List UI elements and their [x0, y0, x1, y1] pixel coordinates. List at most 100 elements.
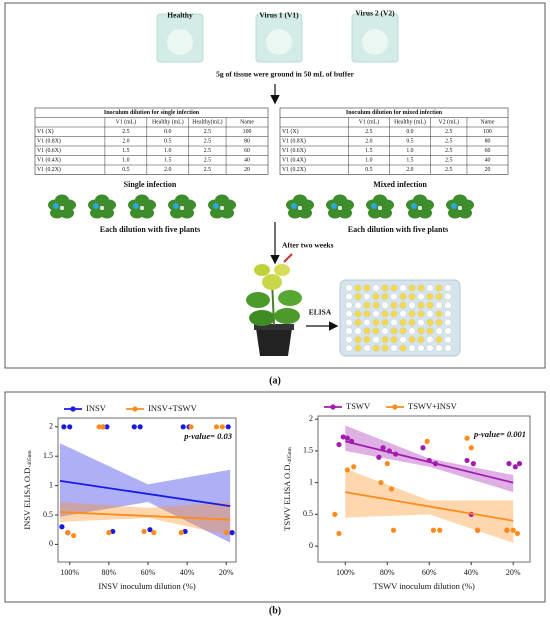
well — [426, 327, 434, 335]
data-point — [151, 530, 157, 536]
table-cell: 2.5 — [204, 148, 211, 154]
flower — [298, 206, 302, 210]
well — [426, 310, 434, 318]
table-cell: 100 — [483, 129, 492, 135]
pot — [256, 328, 292, 356]
data-point — [61, 424, 67, 430]
well — [354, 310, 362, 318]
table-cell: 20 — [485, 167, 491, 173]
well — [417, 284, 425, 292]
leaf — [274, 264, 290, 276]
well — [435, 344, 443, 352]
well — [417, 344, 425, 352]
y-tick-label: 1 — [49, 480, 53, 489]
well — [345, 344, 353, 352]
table-header: Healthy (mL) — [394, 119, 426, 126]
plant-leaf — [458, 207, 472, 219]
well — [354, 293, 362, 301]
potted-plant — [246, 253, 302, 356]
data-point — [213, 424, 220, 430]
p-value: p-value= 0.001 — [473, 429, 526, 439]
x-tick-label: 40% — [464, 568, 479, 577]
data-point — [141, 528, 147, 535]
pot-rim — [254, 324, 294, 330]
caption: Single infection — [124, 180, 177, 189]
table-cell: V1 (X) — [282, 128, 299, 135]
well — [372, 336, 380, 344]
y-axis-label-sub: 405nm — [27, 450, 33, 466]
well — [444, 310, 452, 318]
well — [444, 327, 452, 335]
table-cell: V1 (0.2X) — [37, 166, 61, 173]
data-point — [426, 457, 432, 464]
y-axis-label-main: INSV ELISA O.D. — [22, 466, 32, 530]
table-cell: 1.5 — [122, 148, 129, 154]
well — [372, 284, 380, 292]
well — [363, 344, 371, 352]
well — [444, 336, 452, 344]
well — [435, 301, 443, 309]
source-label: Virus 2 (V2) — [355, 9, 395, 18]
plant-leaf — [135, 194, 149, 206]
well — [345, 284, 353, 292]
infection-spot — [53, 203, 59, 209]
fit-line — [345, 491, 514, 522]
data-point — [219, 424, 225, 430]
well — [363, 310, 371, 318]
y-tick-label: 2 — [309, 414, 313, 423]
well — [363, 293, 371, 301]
data-point — [390, 527, 397, 533]
well — [444, 284, 452, 292]
well — [354, 301, 362, 309]
y-tick-label: 0.5 — [303, 509, 313, 518]
table-frame — [34, 107, 269, 175]
table-cell: 0.0 — [164, 129, 171, 135]
well — [381, 327, 389, 335]
well — [372, 344, 380, 352]
plant-leaf — [408, 207, 422, 219]
well — [372, 293, 380, 301]
legend-marker — [392, 404, 398, 410]
data-point — [332, 511, 338, 517]
well — [435, 318, 443, 326]
fit-line — [59, 479, 231, 508]
note: Each dilution with five plants — [348, 225, 448, 234]
table-cell: V1 (X) — [37, 128, 54, 135]
well — [399, 284, 407, 292]
data-point — [432, 461, 439, 467]
data-point — [424, 438, 430, 444]
table-header: Name — [481, 120, 495, 126]
table-title: Inoculum dilution for mixed infection — [346, 110, 443, 116]
table-cell: V1 (0.8X) — [37, 138, 61, 145]
data-point — [510, 527, 516, 533]
leaf — [249, 310, 275, 326]
y-axis-label-sub: 405nm — [287, 446, 293, 462]
well — [390, 301, 398, 309]
plant-leaf — [448, 207, 462, 219]
table-cell: 1.0 — [406, 148, 413, 154]
leaf — [362, 29, 388, 55]
well — [390, 293, 398, 301]
well — [354, 344, 362, 352]
syringe — [283, 253, 293, 263]
leaf — [254, 264, 270, 276]
data-point — [430, 527, 437, 533]
plot-frame — [57, 417, 237, 563]
well — [390, 344, 398, 352]
table-cell: 2.5 — [445, 148, 452, 154]
y-tick-label: 0.5 — [43, 510, 53, 519]
plant-rows — [48, 194, 474, 219]
data-point — [464, 435, 470, 441]
well — [417, 301, 425, 309]
well — [426, 344, 434, 352]
data-point — [344, 467, 350, 473]
confidence-band — [59, 502, 231, 536]
y-tick-label: 2 — [49, 422, 53, 431]
well — [426, 336, 434, 344]
x-tick-label: 60% — [422, 568, 437, 577]
data-point — [504, 527, 510, 533]
well — [354, 284, 362, 292]
legend-marker — [330, 404, 336, 410]
table-cell: 2.5 — [445, 129, 452, 135]
